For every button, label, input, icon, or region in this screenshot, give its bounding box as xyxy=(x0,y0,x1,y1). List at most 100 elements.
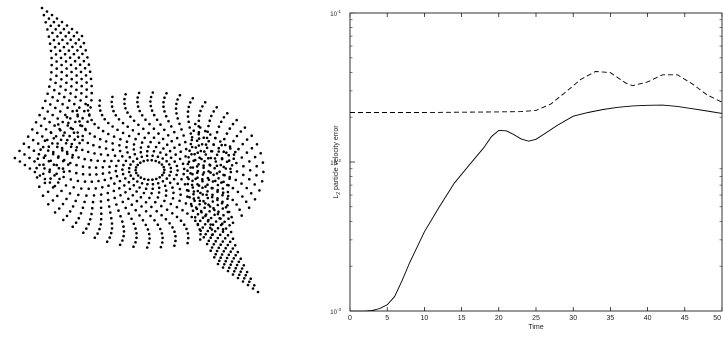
scatter-point xyxy=(87,187,90,191)
scatter-point xyxy=(75,88,78,92)
scatter-point xyxy=(76,113,79,116)
scatter-point xyxy=(49,131,53,135)
scatter-point xyxy=(239,270,242,274)
scatter-point xyxy=(111,125,114,128)
scatter-point xyxy=(48,85,51,88)
scatter-point xyxy=(208,119,211,122)
scatter-point xyxy=(52,38,56,42)
scatter-point xyxy=(204,202,207,205)
scatter-point xyxy=(41,135,44,138)
scatter-point xyxy=(148,196,151,200)
x-tick-label: 25 xyxy=(532,315,540,322)
scatter-point xyxy=(62,170,66,173)
scatter-point xyxy=(65,214,69,218)
scatter-point xyxy=(91,200,95,204)
scatter-point xyxy=(89,77,93,81)
scatter-point xyxy=(80,84,83,88)
scatter-point xyxy=(51,152,55,156)
scatter-point xyxy=(155,118,159,122)
scatter-point xyxy=(184,147,188,151)
scatter-point xyxy=(171,197,175,200)
scatter-point xyxy=(32,149,36,152)
scatter-point xyxy=(181,208,184,212)
scatter-point xyxy=(161,241,164,244)
scatter-point xyxy=(71,205,75,208)
scatter-point xyxy=(249,192,253,195)
scatter-point xyxy=(202,199,205,203)
scatter-point xyxy=(179,219,183,222)
scatter-point xyxy=(163,168,166,172)
scatter-point xyxy=(228,127,232,130)
scatter-point xyxy=(222,116,226,119)
scatter-point xyxy=(75,31,79,34)
scatter-point xyxy=(78,106,81,109)
scatter-point xyxy=(243,277,246,280)
scatter-point xyxy=(166,134,170,137)
x-tick-label: 35 xyxy=(607,315,615,322)
scatter-point xyxy=(43,177,47,181)
scatter-point xyxy=(155,177,158,181)
scatter-point xyxy=(119,214,122,218)
scatter-point xyxy=(200,157,203,161)
scatter-point xyxy=(171,212,174,215)
scatter-point xyxy=(119,194,122,197)
scatter-point xyxy=(210,114,213,118)
scatter-point xyxy=(107,184,110,187)
scatter-point xyxy=(152,136,156,139)
scatter-point xyxy=(58,92,61,95)
scatter-point xyxy=(242,173,245,177)
scatter-point xyxy=(152,113,156,117)
scatter-point xyxy=(219,243,222,246)
scatter-point xyxy=(145,246,149,249)
scatter-point xyxy=(74,149,78,152)
scatter-point xyxy=(31,128,34,131)
scatter-point xyxy=(100,113,104,117)
scatter-point xyxy=(195,165,199,168)
scatter-point xyxy=(151,187,154,191)
scatter-point xyxy=(201,173,205,176)
scatter-point xyxy=(145,154,149,158)
scatter-point xyxy=(47,145,51,148)
scatter-point xyxy=(157,161,161,164)
scatter-point xyxy=(80,34,84,38)
scatter-point xyxy=(44,128,48,131)
scatter-point xyxy=(218,259,221,263)
scatter-point xyxy=(44,154,47,157)
scatter-point xyxy=(187,156,190,159)
scatter-point xyxy=(36,131,39,135)
scatter-point xyxy=(239,130,243,133)
scatter-point xyxy=(76,131,79,134)
scatter-point xyxy=(197,144,201,147)
scatter-point xyxy=(94,187,97,190)
scatter-point xyxy=(194,206,198,209)
scatter-point xyxy=(206,157,210,160)
scatter-point xyxy=(72,52,76,56)
scatter-point xyxy=(165,92,168,95)
scatter-point xyxy=(161,173,164,177)
x-tick-label: 50 xyxy=(713,315,721,322)
scatter-point xyxy=(244,200,248,203)
scatter-point xyxy=(186,162,190,166)
scatter-point xyxy=(119,137,122,141)
scatter-point xyxy=(156,155,160,158)
scatter-point xyxy=(124,107,127,110)
scatter-point xyxy=(61,38,64,42)
scatter-point xyxy=(228,177,231,180)
scatter-point xyxy=(97,179,100,183)
scatter-point xyxy=(123,102,126,106)
scatter-point xyxy=(79,99,82,102)
scatter-point xyxy=(99,193,103,196)
scatter-point xyxy=(143,136,146,140)
scatter-point xyxy=(52,163,56,166)
scatter-point xyxy=(202,236,206,239)
scatter-point xyxy=(111,95,114,99)
scatter-point xyxy=(61,202,65,206)
scatter-point xyxy=(248,280,251,284)
scatter-point xyxy=(43,139,47,142)
scatter-point xyxy=(245,270,249,274)
scatter-point xyxy=(98,104,101,107)
scatter-point xyxy=(197,132,200,136)
scatter-point xyxy=(67,49,71,52)
scatter-point xyxy=(121,168,124,171)
scatter-point xyxy=(135,157,139,160)
